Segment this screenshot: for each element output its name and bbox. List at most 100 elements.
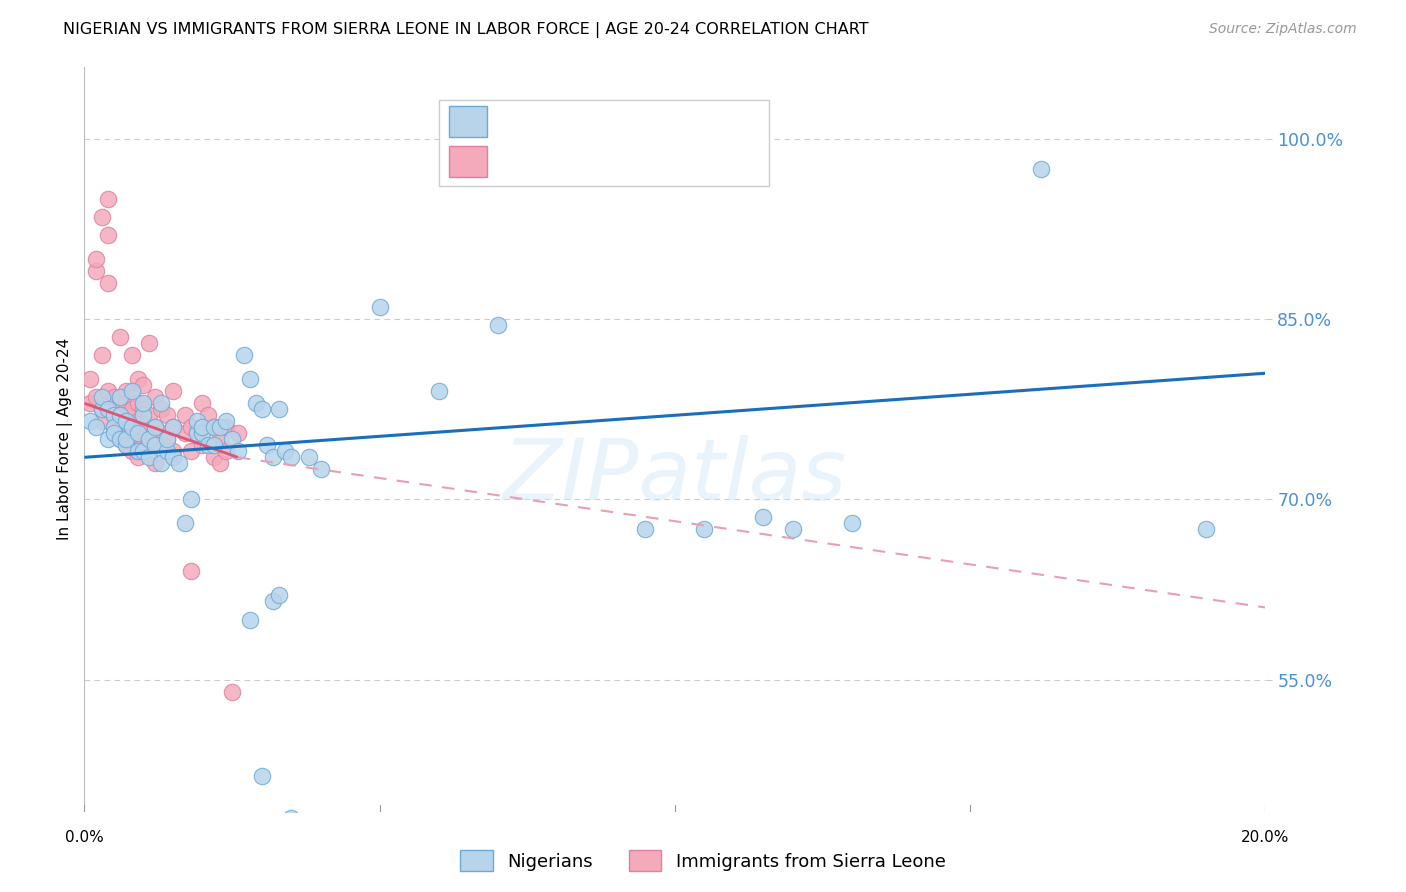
- Point: [97, 402, 120, 417]
- Point: [127, 414, 149, 428]
- Point: [180, 444, 202, 458]
- Point: [114, 414, 136, 428]
- Point: [138, 433, 160, 447]
- Text: R = 0.090    N = 53: R = 0.090 N = 53: [502, 112, 678, 130]
- Point: [97, 192, 120, 206]
- Point: [173, 426, 195, 441]
- Point: [121, 402, 143, 417]
- Point: [186, 426, 208, 441]
- Legend: Nigerians, Immigrants from Sierra Leone: Nigerians, Immigrants from Sierra Leone: [453, 843, 953, 879]
- Point: [143, 438, 166, 452]
- Point: [202, 438, 225, 452]
- Point: [298, 450, 321, 465]
- Text: 20.0%: 20.0%: [1241, 830, 1289, 845]
- Point: [209, 420, 232, 434]
- Point: [209, 433, 232, 447]
- Point: [79, 414, 101, 428]
- Point: [84, 390, 107, 404]
- Point: [486, 318, 509, 333]
- Text: Source: ZipAtlas.com: Source: ZipAtlas.com: [1209, 22, 1357, 37]
- Point: [250, 769, 273, 783]
- Text: 0.0%: 0.0%: [65, 830, 104, 845]
- Point: [150, 396, 173, 410]
- Point: [752, 510, 775, 524]
- Point: [108, 433, 131, 447]
- Point: [215, 420, 238, 434]
- Point: [280, 450, 302, 465]
- Point: [197, 438, 219, 452]
- Point: [132, 402, 155, 417]
- Point: [108, 433, 131, 447]
- Point: [84, 252, 107, 266]
- Point: [103, 426, 125, 441]
- Point: [162, 450, 184, 465]
- Point: [97, 276, 120, 290]
- Point: [226, 426, 249, 441]
- Text: ZIPatlas: ZIPatlas: [503, 435, 846, 518]
- Point: [239, 372, 262, 386]
- Point: [108, 330, 131, 344]
- Point: [79, 372, 101, 386]
- Point: [132, 444, 155, 458]
- Point: [132, 409, 155, 423]
- Point: [108, 420, 131, 434]
- Point: [79, 396, 101, 410]
- Text: R = -0.210   N = 69: R = -0.210 N = 69: [502, 153, 678, 170]
- Point: [121, 348, 143, 362]
- Point: [162, 444, 184, 458]
- Point: [156, 433, 179, 447]
- Point: [221, 684, 243, 698]
- Point: [197, 409, 219, 423]
- Point: [132, 396, 155, 410]
- Point: [173, 516, 195, 531]
- Point: [162, 420, 184, 434]
- Point: [202, 420, 225, 434]
- Point: [103, 390, 125, 404]
- Point: [91, 402, 114, 417]
- Point: [274, 444, 297, 458]
- Point: [91, 414, 114, 428]
- Point: [782, 523, 804, 537]
- Point: [245, 396, 267, 410]
- Point: [280, 811, 302, 825]
- Point: [143, 420, 166, 434]
- Point: [114, 384, 136, 399]
- Point: [97, 228, 120, 243]
- Point: [143, 438, 166, 452]
- Point: [91, 210, 114, 224]
- Point: [103, 409, 125, 423]
- Point: [156, 409, 179, 423]
- Point: [138, 336, 160, 351]
- Point: [114, 396, 136, 410]
- Point: [108, 390, 131, 404]
- Point: [150, 426, 173, 441]
- Point: [156, 444, 179, 458]
- Point: [132, 378, 155, 392]
- Point: [634, 523, 657, 537]
- Point: [121, 390, 143, 404]
- Point: [132, 420, 155, 434]
- Point: [186, 414, 208, 428]
- Point: [143, 456, 166, 470]
- Point: [103, 409, 125, 423]
- Point: [91, 348, 114, 362]
- Point: [841, 516, 863, 531]
- Point: [156, 433, 179, 447]
- Point: [427, 384, 450, 399]
- Point: [143, 390, 166, 404]
- Point: [138, 450, 160, 465]
- Point: [173, 409, 195, 423]
- Point: [84, 264, 107, 278]
- Point: [226, 444, 249, 458]
- Point: [693, 523, 716, 537]
- Point: [132, 438, 155, 452]
- Point: [150, 456, 173, 470]
- Point: [221, 433, 243, 447]
- Point: [127, 426, 149, 441]
- Point: [127, 450, 149, 465]
- Point: [114, 433, 136, 447]
- Point: [108, 409, 131, 423]
- Point: [114, 409, 136, 423]
- Point: [162, 420, 184, 434]
- Point: [202, 420, 225, 434]
